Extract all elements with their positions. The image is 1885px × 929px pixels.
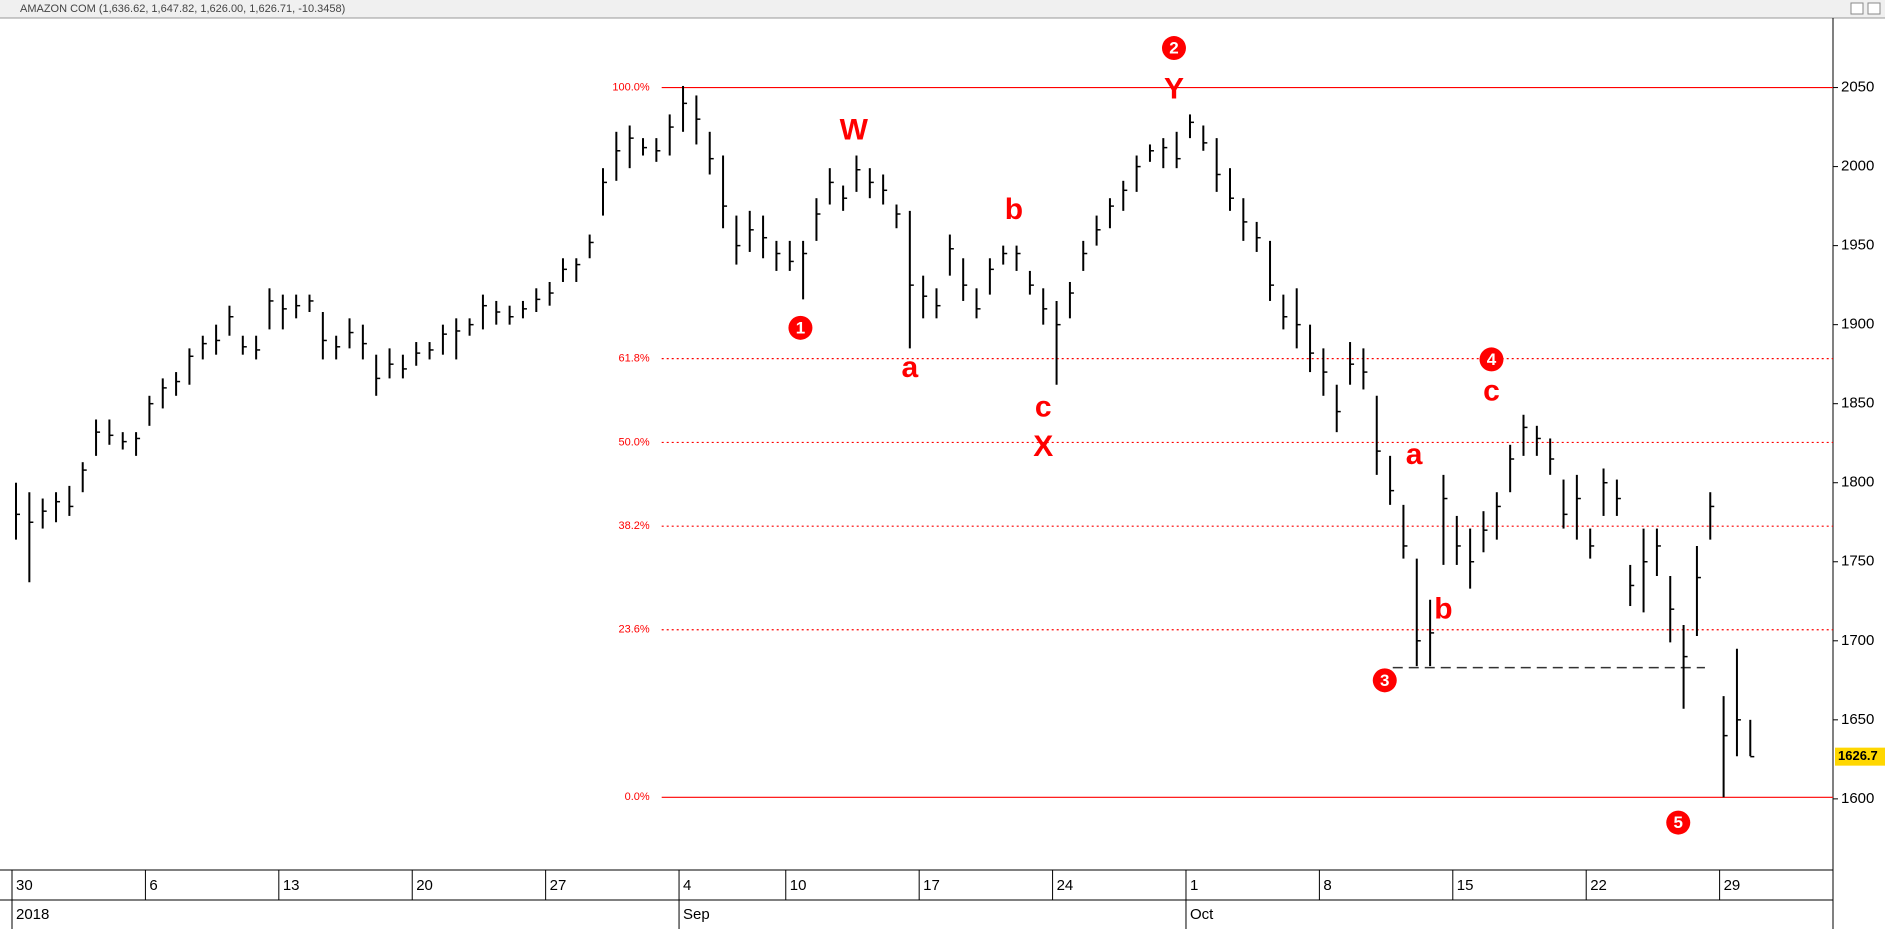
x-tick-label: 8 [1323, 877, 1331, 894]
y-tick-label: 2000 [1841, 158, 1874, 175]
chart-title: AMAZON COM (1,636.62, 1,647.82, 1,626.00… [20, 3, 345, 15]
wave-label: c [1483, 375, 1500, 408]
last-price-box [1835, 747, 1885, 766]
fib-label: 50.0% [618, 436, 649, 448]
month-label: Sep [683, 906, 710, 923]
month-label: 2018 [16, 906, 49, 923]
x-tick-label: 27 [550, 877, 567, 894]
wave-label: a [1406, 438, 1423, 471]
window-button[interactable] [1850, 2, 1864, 15]
y-tick-label: 1700 [1841, 632, 1874, 649]
x-tick-label: 6 [149, 877, 157, 894]
y-tick-label: 2050 [1841, 79, 1874, 96]
wave-label: a [901, 351, 918, 384]
x-tick-label: 29 [1724, 877, 1741, 894]
wave-number: 1 [796, 318, 805, 337]
fib-label: 100.0% [612, 81, 650, 93]
wave-label: c [1035, 390, 1052, 423]
fib-label: 38.2% [618, 520, 649, 532]
wave-circle [1479, 347, 1504, 372]
y-tick-label: 1650 [1841, 711, 1874, 728]
window-button[interactable] [1867, 2, 1881, 15]
x-tick-label: 4 [683, 877, 691, 894]
wave-label: Y [1164, 73, 1184, 106]
wave-number: 4 [1487, 350, 1497, 369]
y-tick-label: 1600 [1841, 790, 1874, 807]
wave-number: 2 [1169, 39, 1178, 58]
wave-circle [1666, 810, 1691, 835]
x-tick-label: 24 [1057, 877, 1074, 894]
month-label: Oct [1190, 906, 1214, 923]
wave-label: b [1005, 193, 1023, 226]
wave-label: b [1434, 593, 1452, 626]
wave-label: W [840, 114, 869, 147]
x-tick-label: 30 [16, 877, 33, 894]
wave-circle [788, 315, 813, 340]
y-tick-label: 1850 [1841, 395, 1874, 412]
y-tick-label: 1800 [1841, 474, 1874, 491]
fib-label: 61.8% [618, 353, 649, 365]
x-tick-label: 10 [790, 877, 807, 894]
y-tick-label: 1750 [1841, 553, 1874, 570]
last-price-label: 1626.7 [1838, 748, 1878, 763]
wave-circle [1161, 36, 1186, 61]
x-tick-label: 17 [923, 877, 940, 894]
wave-number: 5 [1674, 813, 1683, 832]
x-tick-label: 20 [416, 877, 433, 894]
x-tick-label: 13 [283, 877, 300, 894]
x-tick-label: 1 [1190, 877, 1198, 894]
header-bar [0, 0, 1885, 18]
y-tick-label: 1900 [1841, 316, 1874, 333]
y-tick-label: 1950 [1841, 237, 1874, 254]
wave-number: 3 [1380, 671, 1389, 690]
fib-label: 0.0% [625, 791, 650, 803]
wave-label: X [1033, 430, 1053, 463]
wave-circle [1372, 668, 1397, 693]
x-tick-label: 15 [1457, 877, 1474, 894]
x-tick-label: 22 [1590, 877, 1607, 894]
fib-label: 23.6% [618, 624, 649, 636]
